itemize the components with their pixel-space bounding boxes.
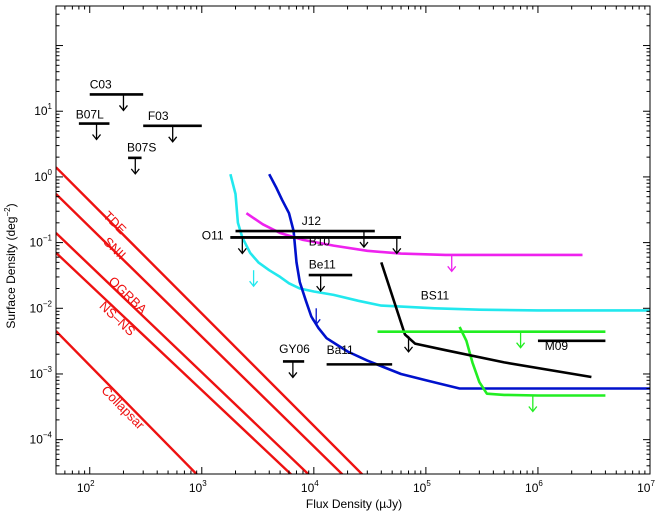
y-tick-label: 10−4 bbox=[30, 431, 53, 447]
magenta-curve bbox=[245, 212, 583, 257]
bs11-line bbox=[380, 261, 592, 379]
limit-arrow-c03 bbox=[118, 94, 128, 112]
x-tick-label: 103 bbox=[189, 479, 207, 495]
blue-arrow bbox=[311, 308, 321, 326]
y-axis-label-exponent: −2 bbox=[3, 207, 12, 217]
limit-arrow-o11 bbox=[237, 237, 247, 255]
limit-arrow-b07s bbox=[130, 157, 140, 175]
x-tick-label: 105 bbox=[413, 479, 431, 495]
limit-arrow-gy06 bbox=[288, 361, 298, 379]
blue-curve bbox=[268, 173, 650, 390]
y-axis-label-close: ) bbox=[4, 203, 18, 207]
x-axis-label: Flux Density (µJy) bbox=[306, 497, 402, 511]
y-tick-label: 100 bbox=[34, 168, 52, 184]
x-tick-label: 102 bbox=[77, 479, 95, 495]
red-line-ogrba bbox=[56, 232, 310, 474]
limit-arrow-j12 bbox=[359, 231, 369, 249]
annotation-o11: O11 bbox=[202, 228, 224, 242]
red-line-ns-ns bbox=[56, 251, 293, 474]
red-lines-layer bbox=[56, 166, 364, 474]
x-tick-label: 104 bbox=[301, 479, 319, 495]
red-line-collapsar bbox=[56, 330, 199, 474]
annotation-f03: F03 bbox=[148, 109, 169, 123]
limit-arrow-o11-right bbox=[392, 237, 402, 255]
red-line-snii bbox=[56, 193, 344, 474]
annotation-b07l: B07L bbox=[76, 107, 104, 121]
annotation-b07s: B07S bbox=[127, 140, 156, 154]
limit-arrow-b07l bbox=[92, 123, 102, 141]
annotation-gy06: GY06 bbox=[279, 342, 310, 356]
magenta-arrow bbox=[447, 255, 457, 273]
arrows-layer bbox=[92, 94, 538, 413]
y-tick-label: 10−3 bbox=[30, 365, 53, 381]
red-line-label-tde: TDE bbox=[100, 208, 129, 237]
y-axis-label: Surface Density (deg−2) bbox=[3, 203, 18, 328]
annotation-be11: Be11 bbox=[309, 258, 336, 272]
annotation-bs11: BS11 bbox=[421, 289, 450, 303]
y-tick-label: 10−1 bbox=[30, 234, 53, 250]
limit-arrow-green-limit bbox=[516, 331, 526, 349]
cyan-arrow bbox=[249, 270, 259, 288]
x-tick-label: 106 bbox=[525, 479, 543, 495]
green-arrow bbox=[528, 395, 538, 413]
annotation-ba11: Ba11 bbox=[327, 343, 354, 357]
plot-frame bbox=[55, 5, 651, 475]
annotation-m09: M09 bbox=[545, 339, 569, 353]
red-line-tde bbox=[56, 166, 364, 474]
green-curve bbox=[458, 326, 606, 397]
black-arrow bbox=[404, 335, 414, 353]
limit-arrow-be11 bbox=[316, 275, 326, 293]
axis-ticks-layer: 102 103 104 105 106 107 10−4 10−3 10−2 10−1 100 101 bbox=[30, 5, 655, 495]
y-tick-label: 101 bbox=[34, 102, 52, 118]
y-tick-label: 10−2 bbox=[30, 299, 53, 315]
annotation-j12: J12 bbox=[302, 214, 322, 228]
red-line-label-snii: SNII bbox=[100, 234, 129, 262]
limit-arrow-f03 bbox=[168, 125, 178, 143]
x-tick-label: 107 bbox=[637, 479, 655, 495]
red-line-label-collapsar: Collapsar bbox=[98, 383, 148, 433]
limit-bars-layer bbox=[78, 93, 606, 366]
annotation-c03: C03 bbox=[90, 78, 112, 92]
y-axis-label-main: Surface Density (deg bbox=[4, 217, 18, 329]
annotation-b10: B10 bbox=[309, 235, 331, 249]
